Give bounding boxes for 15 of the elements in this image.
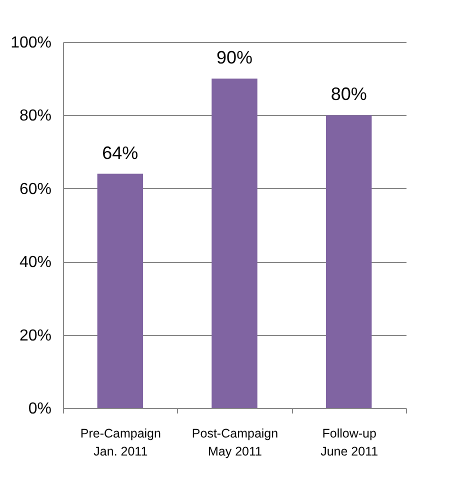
x-tick-label: Post-Campaign May 2011 [192,426,278,458]
bar [212,78,258,408]
data-label: 80% [330,84,367,104]
y-tick-label: 80% [19,108,52,125]
x-tick-label: Follow-up June 2011 [320,426,378,458]
y-tick-label: 100% [10,34,52,52]
bar [97,174,144,408]
y-tick-label: 20% [19,327,52,344]
bar [326,115,372,408]
y-tick-label: 40% [19,254,52,272]
x-tick-label: Pre-Campaign Jan. 2011 [80,426,162,458]
y-tick-label: 60% [19,180,52,198]
data-label: 90% [216,48,253,68]
data-label: 64% [102,142,138,163]
y-tick-label: 0% [28,400,52,418]
